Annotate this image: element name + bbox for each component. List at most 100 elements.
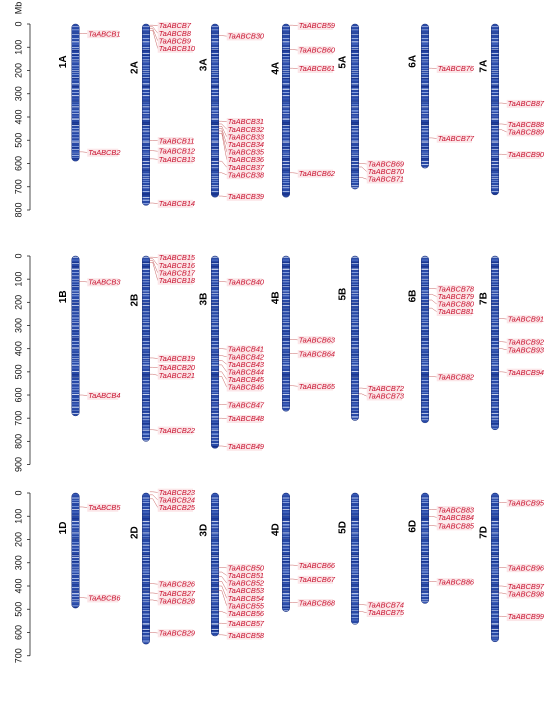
- axis-tick-label: 900: [13, 457, 23, 472]
- panels-layer: 0 100 200 300 400 500 600 700 800 Mb 1A TaABCB1 TaAB…: [13, 2, 545, 664]
- chromosome-bands: [351, 24, 359, 190]
- axis-tick-label: 0: [13, 253, 23, 258]
- gene-label: TaABCB81: [438, 307, 474, 316]
- gene-label: TaABCB82: [438, 372, 474, 381]
- gene-label: TaABCB46: [228, 383, 265, 392]
- chromosome-4a: 4A TaABCB59 TaABCB60 TaABCB61 TaABCB62: [271, 21, 336, 198]
- gene-leader-line: [498, 123, 507, 125]
- gene-label: TaABCB69: [368, 160, 404, 169]
- gene-label-bg: [436, 506, 472, 515]
- gene-leader-line: [149, 491, 158, 493]
- gene-label: TaABCB99: [508, 612, 544, 621]
- gene-label: TaABCB10: [159, 44, 196, 53]
- gene-label-bg: [87, 278, 119, 287]
- gene-label-bg: [436, 64, 472, 73]
- gene-label-bg: [157, 371, 193, 380]
- axis-tick-label: 800: [13, 434, 23, 449]
- gene-label: TaABCB16: [159, 261, 196, 270]
- chromosome-bands: [351, 493, 359, 625]
- chromosome-label: 3B: [199, 293, 210, 306]
- gene-leader-line: [289, 49, 298, 51]
- chromosome-1d: 1D TaABCB5 TaABCB6: [58, 492, 121, 609]
- gene-label: TaABCB4: [88, 391, 120, 400]
- gene-leader-line: [289, 602, 298, 603]
- gene-label-bg: [506, 613, 542, 622]
- gene-label-bg: [157, 503, 193, 512]
- gene-label-bg: [366, 175, 402, 184]
- gene-label: TaABCB47: [228, 400, 265, 409]
- gene-label-bg: [157, 199, 193, 208]
- gene-label: TaABCB12: [159, 147, 195, 156]
- chromosome-label: 5D: [338, 521, 349, 534]
- gene-label-bg: [506, 346, 542, 355]
- gene-label-bg: [157, 21, 189, 30]
- chromosome-outline: [282, 492, 290, 612]
- gene-label-bg: [87, 391, 119, 400]
- mb-axis: 0 100 200 300 400 500 600 700 800 Mb: [13, 2, 31, 218]
- chromosome-outline: [282, 255, 290, 412]
- gene-leader-line: [149, 494, 158, 501]
- gene-label: TaABCB40: [228, 277, 265, 286]
- gene-label: TaABCB48: [228, 414, 265, 423]
- gene-leader-line: [79, 33, 88, 34]
- gene-leader-line: [428, 294, 437, 297]
- gene-label-bg: [226, 375, 262, 384]
- gene-label-bg: [506, 590, 542, 599]
- gene-label: TaABCB26: [159, 580, 196, 589]
- axis-tick-label: 500: [13, 133, 23, 148]
- gene-label-bg: [226, 163, 262, 172]
- gene-leader-line: [218, 623, 227, 624]
- gene-label: TaABCB13: [159, 155, 196, 164]
- gene-label: TaABCB74: [368, 601, 404, 610]
- genome-panel: 0 100 200 300 400 500 600 700 1D TaABCB5 TaABCB6 2D…: [13, 488, 545, 663]
- gene-label: TaABCB92: [508, 338, 544, 347]
- gene-leader-line: [498, 592, 507, 595]
- gene-leader-line: [149, 367, 158, 368]
- chromosome-bands: [421, 493, 429, 604]
- gene-label: TaABCB38: [228, 170, 265, 179]
- gene-label: TaABCB98: [508, 590, 545, 599]
- gene-leader-line: [218, 585, 227, 599]
- chromosome-outline: [351, 23, 359, 190]
- gene-label-bg: [506, 128, 542, 137]
- axis-unit-label: Mb: [13, 2, 23, 15]
- gene-label: TaABCB57: [228, 619, 265, 628]
- gene-label: TaABCB59: [299, 21, 335, 30]
- gene-label-bg: [226, 171, 262, 180]
- gene-leader-line: [218, 364, 227, 373]
- gene-leader-line: [218, 126, 227, 137]
- chromosome-label: 5B: [338, 288, 349, 301]
- gene-label-bg: [436, 285, 472, 294]
- gene-label: TaABCB30: [228, 32, 265, 41]
- gene-label: TaABCB28: [159, 597, 196, 606]
- gene-label-bg: [506, 564, 542, 573]
- gene-label: TaABCB64: [299, 349, 335, 358]
- gene-label-bg: [226, 383, 262, 392]
- gene-leader-line: [218, 128, 227, 145]
- axis-tick-label: 600: [13, 388, 23, 403]
- gene-label-bg: [226, 571, 262, 580]
- gene-label: TaABCB95: [508, 498, 545, 507]
- gene-label: TaABCB20: [159, 363, 196, 372]
- chromosome-bands: [491, 24, 499, 195]
- chromosome-bands: [282, 24, 290, 198]
- gene-label-bg: [297, 350, 333, 359]
- gene-label: TaABCB87: [508, 99, 545, 108]
- gene-label: TaABCB15: [159, 253, 196, 262]
- gene-leader-line: [149, 258, 158, 266]
- chromosome-bands: [142, 256, 150, 442]
- gene-label-bg: [436, 513, 472, 522]
- gene-label-bg: [157, 426, 193, 435]
- gene-label-bg: [87, 148, 119, 157]
- genome-panel: 0 100 200 300 400 500 600 700 800 900 1B TaABCB3 TaA…: [13, 253, 545, 472]
- gene-label-bg: [297, 382, 333, 391]
- gene-label-bg: [226, 620, 262, 628]
- gene-label-bg: [226, 401, 262, 410]
- chromosome-bands: [421, 24, 429, 169]
- gene-label: TaABCB1: [88, 29, 120, 38]
- gene-leader-line: [149, 583, 158, 585]
- gene-label: TaABCB36: [228, 155, 265, 164]
- gene-leader-line: [498, 348, 507, 350]
